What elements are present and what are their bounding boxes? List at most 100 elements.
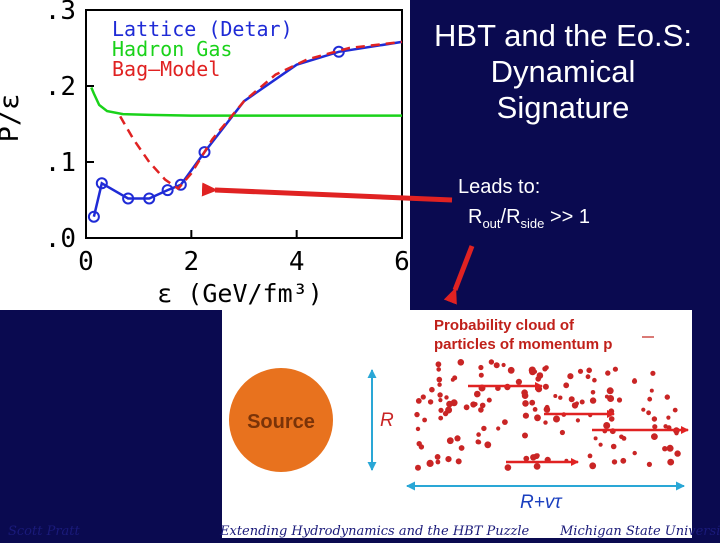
diagram-heading-line-1: Probability cloud of [434, 317, 575, 334]
data-point-lattice-detar [198, 146, 211, 159]
data-point-lattice-detar [87, 210, 100, 223]
particle-dot [631, 378, 638, 384]
slide-title-line-3: Signature [496, 90, 630, 125]
particle-dot [455, 458, 462, 465]
particle-dot [473, 402, 478, 407]
particle-dot [574, 401, 579, 406]
particle-dot [522, 412, 529, 419]
particle-dot [598, 442, 603, 447]
particle-dot [543, 420, 548, 425]
particle-dot [436, 367, 441, 372]
leads-to-block: Leads to: Rout/Rside >> 1 [458, 172, 590, 239]
data-point-lattice-detar [143, 192, 156, 205]
ratio-text: Rout/Rside >> 1 [458, 202, 590, 239]
x-tick-label: 6 [394, 247, 410, 277]
particle-dot [435, 459, 441, 465]
particle-dot [542, 383, 549, 390]
particle-dot [438, 415, 444, 421]
particle-dot [442, 410, 449, 417]
y-tick-label: .0 [45, 224, 76, 254]
particle-dot [438, 398, 443, 403]
particle-dot [475, 439, 481, 445]
particle-dot [478, 407, 484, 413]
data-point-lattice-detar [122, 192, 135, 205]
particle-dot [672, 407, 678, 413]
source-cloud-diagram: Probability cloud of particles of moment… [222, 310, 692, 538]
particle-dot [646, 461, 652, 467]
particle-dot [593, 436, 598, 441]
x-tick-label: 4 [289, 247, 305, 277]
particle-dot [426, 459, 434, 467]
particle-dot [664, 394, 670, 400]
particle-dot [521, 392, 529, 399]
particle-dot [437, 392, 443, 398]
particle-dot [641, 407, 646, 412]
particle-dot [579, 399, 585, 405]
particle-dot [532, 407, 538, 412]
particle-dot [501, 362, 506, 368]
particle-dot [504, 464, 512, 471]
particle-dot [610, 443, 617, 450]
particle-dot [522, 400, 529, 407]
particle-dot [674, 450, 681, 457]
particle-dot [476, 432, 481, 437]
particle-dot [535, 376, 541, 382]
particle-dot [605, 370, 611, 376]
particle-dot [553, 394, 558, 398]
particle-dot [586, 367, 592, 374]
particle-dot [592, 377, 597, 383]
particle-dot [446, 437, 454, 445]
particle-dot [666, 415, 671, 420]
particle-dot [415, 398, 422, 404]
particle-dot [507, 366, 515, 374]
particle-dot [589, 397, 597, 404]
particle-dot [587, 453, 593, 459]
particle-dot [479, 402, 486, 409]
legend-entry: Hadron Gas [112, 37, 232, 61]
particle-dot [486, 397, 492, 403]
diagram-svg: Probability cloud of particles of moment… [229, 317, 689, 513]
particle-dot [563, 382, 570, 389]
particle-dot [604, 394, 609, 399]
particle-dot [603, 422, 611, 429]
slide-title-line-1: HBT and the Eo.S: [434, 18, 692, 53]
particle-dot [478, 372, 484, 378]
particle-dot [445, 456, 452, 463]
particle-dot [651, 433, 658, 440]
particle-dot [458, 445, 465, 451]
particle-dot [620, 457, 627, 464]
particle-dot [463, 404, 470, 411]
particle-dot [590, 390, 596, 395]
x-axis-label: ε (GeV/fm³) [157, 279, 323, 308]
particle-dot [650, 370, 656, 376]
data-point-lattice-detar [161, 184, 174, 197]
particle-dot [589, 462, 597, 470]
particle-dot [662, 446, 668, 452]
particle-dot [418, 444, 425, 450]
ratio-out-subscript: out [482, 216, 501, 231]
ratio-rest: >> 1 [544, 206, 590, 228]
particle-dot [553, 415, 560, 423]
particle-dot [663, 424, 668, 429]
particle-dot [647, 396, 653, 402]
data-point-lattice-detar [95, 177, 108, 190]
particle-dot [619, 434, 624, 440]
particle-dot [515, 378, 522, 385]
particle-dot [616, 397, 623, 403]
ratio-slash: /R [500, 206, 521, 228]
particle-dot [651, 416, 658, 422]
particle-dot [484, 441, 492, 449]
pointer-arrow-to-chart [201, 182, 453, 203]
particle-dot [450, 399, 458, 407]
particle-dot [478, 364, 484, 371]
particle-dot [493, 362, 500, 369]
particle-dot [534, 414, 541, 422]
data-point-lattice-detar [174, 178, 187, 191]
particle-dot [542, 366, 548, 372]
particle-dot [577, 368, 584, 374]
particle-dot [530, 454, 537, 461]
particle-cloud [414, 359, 681, 471]
particle-dot [522, 432, 528, 439]
particle-dot [415, 426, 421, 432]
footer-author: Scott Pratt [8, 524, 80, 539]
